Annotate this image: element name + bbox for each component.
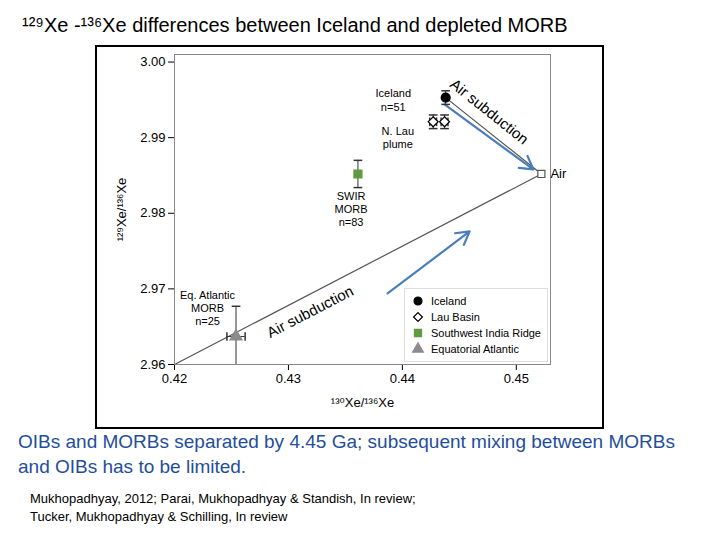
svg-text:2.97: 2.97	[140, 281, 165, 296]
svg-text:0.42: 0.42	[162, 371, 187, 386]
svg-text:0.43: 0.43	[276, 371, 301, 386]
svg-text:2.98: 2.98	[140, 205, 165, 220]
svg-text:0.45: 0.45	[504, 371, 529, 386]
svg-text:Air subduction: Air subduction	[264, 282, 356, 341]
svg-text:0.44: 0.44	[390, 371, 415, 386]
svg-text:Eq. AtlanticMORBn=25: Eq. AtlanticMORBn=25	[180, 289, 236, 327]
html-text:Southwest India Ridge: Southwest India Ridge	[430, 327, 541, 339]
svg-text:SWIRMORBn=83: SWIRMORBn=83	[335, 190, 368, 228]
svg-text:3.00: 3.00	[140, 54, 165, 69]
svg-text:Air: Air	[550, 166, 567, 181]
svg-text:Air subduction: Air subduction	[447, 75, 532, 148]
svg-text:N. Lauplume: N. Lauplume	[382, 125, 414, 150]
html-text:Tucker, Mukhopadhyay & Schilli: Tucker, Mukhopadhyay & Schilling, In rev…	[30, 509, 288, 525]
html-text:Equatorial Atlantic: Equatorial Atlantic	[430, 343, 519, 355]
html-text:OIBs and MORBs separated by 4.: OIBs and MORBs separated by 4.45 Ga; sub…	[18, 431, 675, 477]
html-text:Iceland: Iceland	[430, 295, 467, 307]
svg-text:Icelandn=51: Icelandn=51	[376, 87, 411, 112]
html-text:Mukhopadhyay, 2012; Parai, Muk: Mukhopadhyay, 2012; Parai, Mukhopadhyay …	[30, 491, 416, 506]
html-text:¹²⁹Xe -¹³⁶Xe differences betwe: ¹²⁹Xe -¹³⁶Xe differences between Iceland…	[22, 14, 568, 36]
html-text:Lau Basin: Lau Basin	[430, 311, 480, 323]
svg-text:2.96: 2.96	[140, 357, 165, 372]
svg-text:¹²⁹Xe/¹³⁶Xe: ¹²⁹Xe/¹³⁶Xe	[114, 178, 129, 242]
svg-text:¹³⁰Xe/¹³⁶Xe: ¹³⁰Xe/¹³⁶Xe	[331, 395, 394, 410]
svg-text:2.99: 2.99	[140, 130, 165, 145]
